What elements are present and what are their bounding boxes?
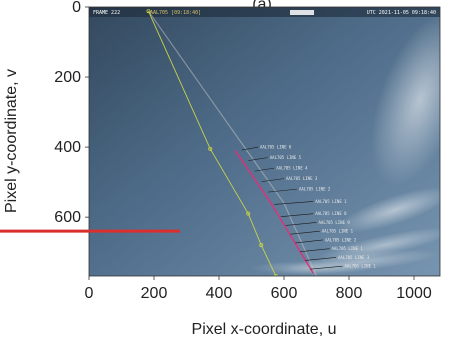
line-label: AAL705 LINE 1 — [322, 229, 354, 234]
measurement-line — [280, 213, 314, 217]
y-tick-label: 400 — [54, 139, 81, 156]
measurement-line — [248, 157, 268, 161]
line-label: AAL705 LINE 8 — [315, 211, 347, 216]
trajectory-point — [208, 146, 213, 151]
y-tick-label: 0 — [72, 0, 81, 16]
measurement-line — [254, 167, 275, 172]
line-label: AAL705 LINE 2 — [299, 187, 331, 192]
camera-image: AAL705 LINE 6 AAL705 LINE 5 AAL705 LINE 4 A… — [89, 7, 440, 276]
line-label: AAL705 LINE 1 — [315, 199, 347, 204]
plot-frame — [88, 6, 441, 277]
trajectory-point — [259, 243, 264, 248]
line-label: AAL705 LINE 3 — [286, 176, 318, 181]
x-tick-label: 0 — [85, 285, 94, 302]
secondary-track — [147, 10, 318, 276]
measurement-line — [241, 146, 259, 151]
line-label: AAL705 LINE 6 — [260, 145, 292, 150]
y-axis-label: Pixel y-coordinate, v — [3, 69, 20, 213]
measurement-line — [295, 239, 324, 244]
measurement-line — [305, 257, 337, 261]
line-label: AAL705 LINE 1 — [345, 264, 377, 269]
trajectory-point — [246, 211, 251, 216]
trajectory-point — [146, 9, 151, 14]
frame-label: FRAME 222 — [93, 10, 120, 16]
measurement-line — [267, 188, 298, 193]
measurement-line — [300, 248, 330, 252]
x-axis: 0 200 400 600 800 1000 — [85, 276, 432, 302]
measurement-line — [290, 230, 320, 235]
contrail-segment — [234, 150, 314, 274]
measurement-line — [285, 222, 317, 226]
x-tick-label: 400 — [206, 285, 233, 302]
x-tick-label: 1000 — [396, 285, 432, 302]
flight-label: AAL705 [09:18:40] — [150, 10, 201, 16]
measurement-line — [261, 178, 285, 182]
line-label: AAL705 LINE 3 — [338, 255, 370, 260]
x-tick-label: 800 — [336, 285, 363, 302]
overlay-badge — [290, 10, 314, 15]
y-tick-label: 600 — [54, 209, 81, 226]
line-label: AAL705 LINE 2 — [325, 237, 357, 242]
measurement-line — [274, 201, 314, 205]
trajectory-line — [148, 11, 277, 276]
x-tick-label: 600 — [271, 285, 298, 302]
line-label: AAL705 LINE 5 — [270, 155, 302, 160]
line-label: AAL705 LINE 9 — [319, 220, 351, 225]
utc-timestamp: UTC 2021-11-05 09:18:40 — [367, 10, 436, 16]
x-tick-label: 200 — [141, 285, 168, 302]
line-label: AAL705 LINE 4 — [276, 166, 308, 171]
x-axis-label: Pixel x-coordinate, u — [192, 321, 337, 338]
y-axis: 0 200 400 600 — [54, 0, 89, 226]
measurement-line — [309, 265, 343, 270]
y-tick-label: 200 — [54, 69, 81, 86]
line-label: AAL705 LINE 1 — [332, 246, 364, 251]
